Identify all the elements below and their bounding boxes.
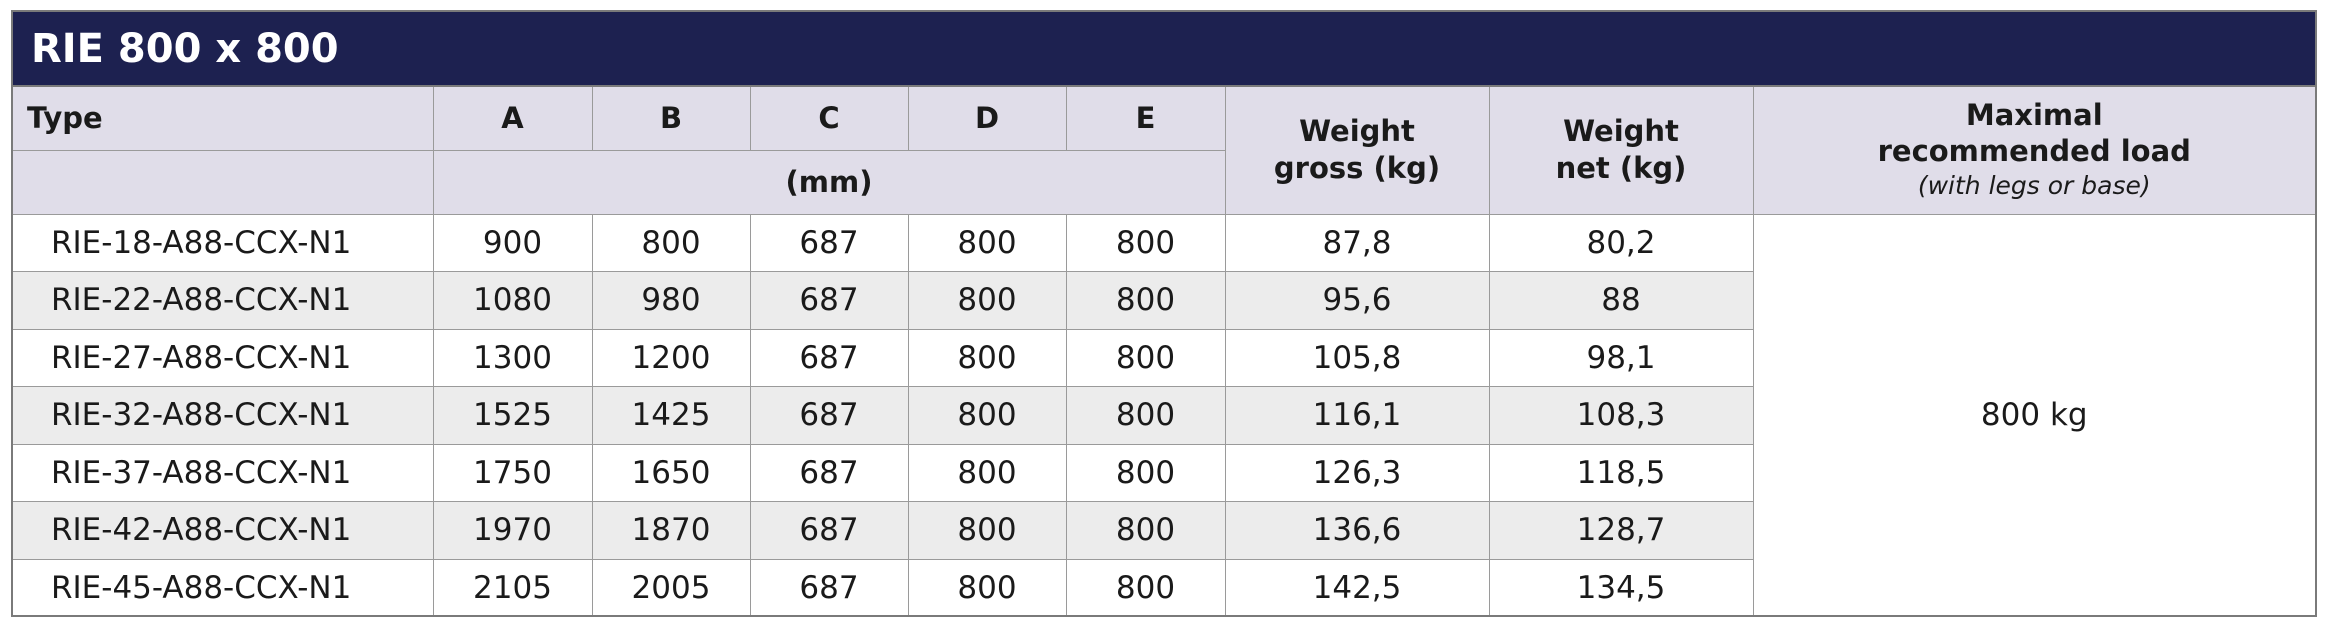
spec-table: Type A B C D E Weight gross (kg) Weight … <box>13 87 2315 615</box>
header-type: Type <box>13 87 434 151</box>
header-weight-net-line2: net (kg) <box>1555 151 1687 186</box>
cell-b: 800 <box>591 213 751 272</box>
cell-weight-net: 98,1 <box>1488 328 1753 387</box>
table-row: RIE-37-A88-CCX-N1 1750 1650 687 800 800 … <box>13 443 2315 502</box>
header-unit: (mm) <box>432 149 1225 215</box>
cell-weight-gross: 95,6 <box>1224 271 1490 330</box>
cell-weight-net: 128,7 <box>1488 501 1753 560</box>
cell-e: 800 <box>1065 271 1226 330</box>
cell-e: 800 <box>1065 328 1226 387</box>
header-max-load-note: (with legs or base) <box>1917 171 2151 201</box>
cell-a: 2105 <box>432 558 593 615</box>
cell-c: 687 <box>749 443 909 502</box>
cell-d: 800 <box>907 558 1067 615</box>
table-row: RIE-18-A88-CCX-N1 900 800 687 800 800 87… <box>13 213 2315 615</box>
cell-weight-net: 108,3 <box>1488 386 1753 445</box>
cell-type: RIE-32-A88-CCX-N1 <box>13 386 434 445</box>
table-row: RIE-42-A88-CCX-N1 1970 1870 687 800 800 … <box>13 501 2315 560</box>
header-e: E <box>1065 87 1226 151</box>
cell-a: 900 <box>432 213 593 272</box>
header-weight-gross: Weight gross (kg) <box>1224 87 1490 215</box>
spec-table-panel: RIE 800 x 800 Type A B C D E Weight <box>11 10 2317 617</box>
cell-weight-gross: 142,5 <box>1224 558 1490 615</box>
header-max-load: Maximal recommended load (with legs or b… <box>1752 87 2315 215</box>
header-weight-net-line1: Weight <box>1563 114 1679 149</box>
cell-weight-net: 80,2 <box>1488 213 1754 272</box>
cell-type: RIE-42-A88-CCX-N1 <box>13 501 434 560</box>
cell-b: 1425 <box>591 386 751 445</box>
header-b: B <box>591 87 751 151</box>
cell-weight-gross: 126,3 <box>1224 443 1490 502</box>
cell-e: 800 <box>1065 386 1226 445</box>
cell-b: 1650 <box>591 443 751 502</box>
cell-d: 800 <box>907 386 1067 445</box>
cell-c: 687 <box>749 386 909 445</box>
cell-b: 1200 <box>591 328 751 387</box>
table-row: RIE-32-A88-CCX-N1 1525 1425 687 800 800 … <box>13 386 2315 445</box>
cell-d: 800 <box>907 213 1067 272</box>
cell-b: 980 <box>591 271 751 330</box>
cell-weight-gross: 105,8 <box>1224 328 1490 387</box>
cell-a: 1080 <box>432 271 593 330</box>
cell-weight-net: 88 <box>1488 271 1753 330</box>
header-d: D <box>907 87 1067 151</box>
cell-weight-net: 118,5 <box>1488 443 1753 502</box>
cell-weight-gross: 116,1 <box>1224 386 1490 445</box>
cell-a: 1750 <box>432 443 593 502</box>
cell-weight-net: 134,5 <box>1488 558 1753 615</box>
header-max-load-line2: recommended load <box>1877 134 2191 169</box>
cell-d: 800 <box>907 328 1067 387</box>
cell-type: RIE-18-A88-CCX-N1 <box>13 213 434 272</box>
cell-e: 800 <box>1065 213 1226 272</box>
header-weight-net: Weight net (kg) <box>1488 87 1754 215</box>
header-type-blank <box>13 149 434 215</box>
table-row: RIE-45-A88-CCX-N1 2105 2005 687 800 800 … <box>13 558 2315 615</box>
cell-c: 687 <box>749 328 909 387</box>
header-weight-gross-line2: gross (kg) <box>1273 151 1441 186</box>
cell-d: 800 <box>907 271 1067 330</box>
table-row: RIE-22-A88-CCX-N1 1080 980 687 800 800 9… <box>13 271 2315 330</box>
cell-a: 1300 <box>432 328 593 387</box>
cell-a: 1970 <box>432 501 593 560</box>
cell-type: RIE-37-A88-CCX-N1 <box>13 443 434 502</box>
cell-e: 800 <box>1065 443 1226 502</box>
cell-c: 687 <box>749 501 909 560</box>
cell-type: RIE-27-A88-CCX-N1 <box>13 328 434 387</box>
table-title: RIE 800 x 800 <box>13 12 2315 87</box>
cell-a: 1525 <box>432 386 593 445</box>
cell-e: 800 <box>1065 501 1226 560</box>
cell-weight-gross: 136,6 <box>1224 501 1490 560</box>
header-weight-gross-line1: Weight <box>1299 114 1415 149</box>
cell-weight-gross: 87,8 <box>1224 213 1490 272</box>
cell-b: 1870 <box>591 501 751 560</box>
cell-type: RIE-22-A88-CCX-N1 <box>13 271 434 330</box>
header-max-load-line1: Maximal <box>1965 98 2103 133</box>
header-a: A <box>432 87 593 151</box>
cell-d: 800 <box>907 501 1067 560</box>
cell-type: RIE-45-A88-CCX-N1 <box>13 558 434 615</box>
cell-max-load: 800 kg <box>1752 213 2315 615</box>
cell-b: 2005 <box>591 558 751 615</box>
cell-d: 800 <box>907 443 1067 502</box>
cell-c: 687 <box>749 213 909 272</box>
cell-c: 687 <box>749 271 909 330</box>
cell-e: 800 <box>1065 558 1226 615</box>
cell-c: 687 <box>749 558 909 615</box>
header-c: C <box>749 87 909 151</box>
